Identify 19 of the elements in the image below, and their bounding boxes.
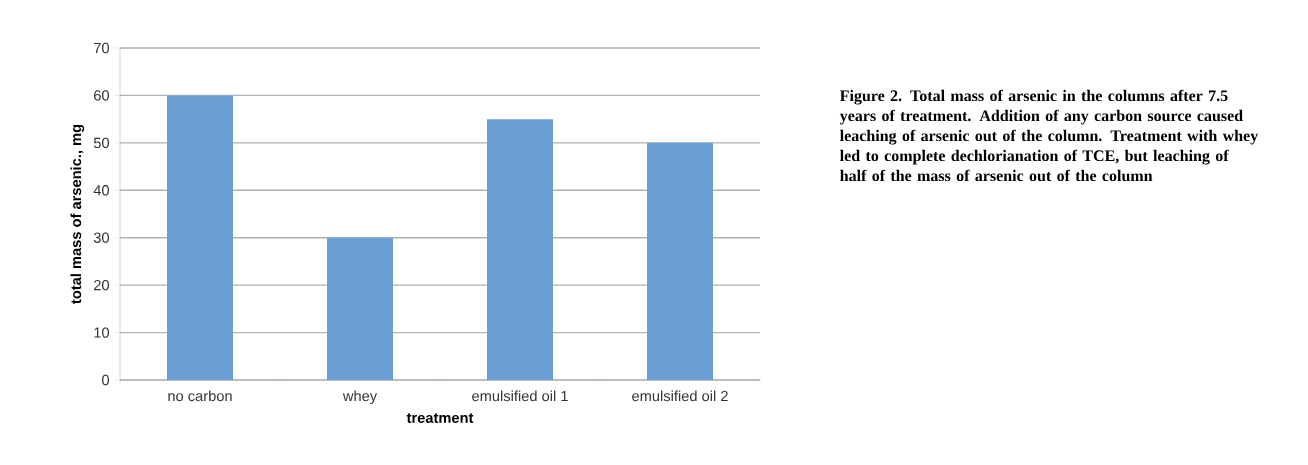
- bar: [167, 95, 234, 380]
- bar: [487, 119, 554, 380]
- y-tick-label: 50: [93, 137, 110, 149]
- bar: [327, 237, 394, 380]
- y-tick-label: 20: [94, 279, 110, 291]
- text: Figure 2. Total mass of arsenic in the columns after 7.5 years of treatment. Addition of any carbon source caused leaching of arsenic out of the column. Treatment with whey led to complete dechlorianation of TCE, but leaching of half of the mass of arsenic out of the column: [839, 89, 1259, 182]
- y-tick-label: 60: [94, 90, 110, 101]
- y-axis-title: total mass of arsenic., mg: [70, 124, 85, 304]
- y-tick-label: 40: [93, 185, 110, 196]
- x-tick-label: whey: [342, 390, 378, 405]
- x-tick-label: emulsified oil 2: [632, 390, 728, 402]
- y-tick-label: 10: [94, 327, 110, 338]
- y-tick-label: 0: [102, 374, 110, 386]
- x-tick-label: no carbon: [168, 390, 232, 402]
- x-axis-title: treatment: [406, 413, 474, 423]
- y-tick-label: 70: [94, 42, 110, 54]
- x-tick-label: emulsified oil 1: [472, 390, 568, 402]
- bar: [647, 142, 714, 380]
- y-tick-label: 30: [93, 232, 110, 243]
